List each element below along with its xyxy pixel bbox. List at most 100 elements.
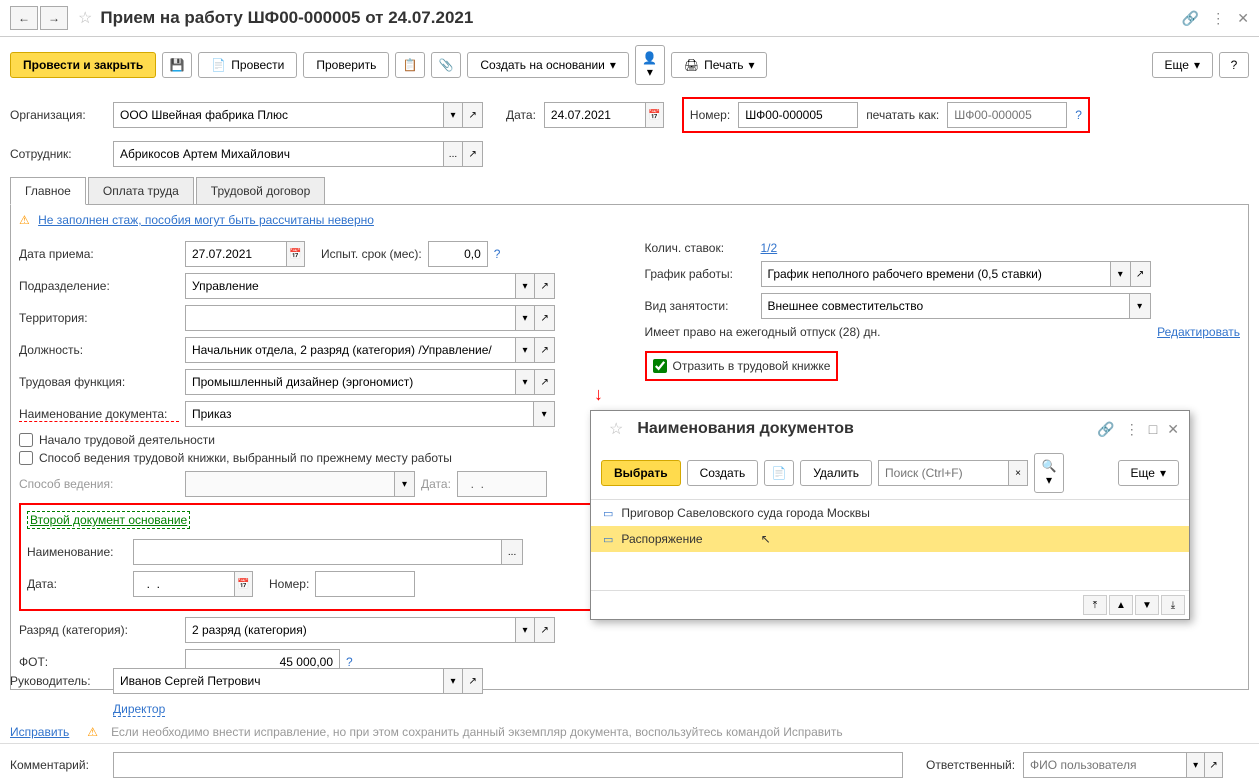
popup-delete-button[interactable]: Удалить: [800, 460, 872, 486]
rank-open-button[interactable]: ↗: [534, 618, 554, 642]
comment-input[interactable]: [114, 753, 902, 777]
rank-dropdown-button[interactable]: ▾: [515, 618, 535, 642]
popup-search-clear-button[interactable]: ×: [1008, 461, 1027, 485]
book-method-checkbox[interactable]: [19, 451, 33, 465]
save-button[interactable]: 💾: [162, 52, 192, 78]
responsible-open-button[interactable]: ↗: [1204, 753, 1222, 777]
tab-contract[interactable]: Трудовой договор: [196, 177, 325, 204]
book-method-label: Способ ведения трудовой книжки, выбранны…: [39, 451, 452, 465]
manager-input[interactable]: [114, 669, 443, 693]
second-name-input[interactable]: [134, 540, 501, 564]
schedule-dropdown-button[interactable]: ▾: [1110, 262, 1130, 286]
scroll-up-button[interactable]: ▲: [1109, 595, 1133, 615]
terr-open-button[interactable]: ↗: [534, 306, 554, 330]
func-input[interactable]: [186, 370, 515, 394]
trial-help-icon[interactable]: ?: [494, 247, 501, 261]
terr-dropdown-button[interactable]: ▾: [515, 306, 535, 330]
warning-link[interactable]: Не заполнен стаж, пособия могут быть рас…: [38, 213, 374, 227]
document-icon: ▭: [603, 533, 613, 546]
responsible-dropdown-button[interactable]: ▾: [1186, 753, 1204, 777]
edit-link[interactable]: Редактировать: [1157, 325, 1240, 339]
date-calendar-button[interactable]: 📅: [645, 103, 663, 127]
back-button[interactable]: ←: [10, 6, 38, 30]
popup-select-button[interactable]: Выбрать: [601, 460, 681, 486]
manager-open-button[interactable]: ↗: [462, 669, 482, 693]
hire-date-calendar-button[interactable]: 📅: [286, 242, 304, 266]
employment-input[interactable]: [762, 294, 1129, 318]
number-input[interactable]: [739, 103, 857, 127]
popup-close-icon[interactable]: ✕: [1167, 421, 1179, 438]
popup-more-button[interactable]: Еще ▾: [1118, 460, 1179, 486]
start-activity-checkbox[interactable]: [19, 433, 33, 447]
schedule-open-button[interactable]: ↗: [1130, 262, 1150, 286]
dept-dropdown-button[interactable]: ▾: [515, 274, 535, 298]
list-button[interactable]: 📋: [395, 52, 425, 78]
doc-name-dropdown-button[interactable]: ▾: [533, 402, 554, 426]
position-open-button[interactable]: ↗: [534, 338, 554, 362]
rank-input[interactable]: [186, 618, 515, 642]
popup-favorite-icon[interactable]: ☆: [609, 419, 623, 439]
scroll-top-button[interactable]: ⤒: [1083, 595, 1107, 615]
employee-select-button[interactable]: ...: [443, 142, 463, 166]
dept-input[interactable]: [186, 274, 515, 298]
list-item[interactable]: ▭ Распоряжение ↖: [591, 526, 1189, 552]
second-name-select-button[interactable]: ...: [501, 540, 522, 564]
popup-search-button[interactable]: 🔍 ▾: [1034, 453, 1064, 493]
schedule-input[interactable]: [762, 262, 1110, 286]
favorite-icon[interactable]: ☆: [78, 8, 92, 28]
correct-link[interactable]: Исправить: [10, 725, 69, 739]
second-date-calendar-button[interactable]: 📅: [234, 572, 252, 596]
manager-dropdown-button[interactable]: ▾: [443, 669, 463, 693]
print-as-input[interactable]: [948, 103, 1066, 127]
trial-input[interactable]: [429, 242, 487, 266]
employee-input[interactable]: [114, 142, 443, 166]
date-input[interactable]: [545, 103, 645, 127]
menu-icon[interactable]: ⋮: [1211, 10, 1225, 27]
func-open-button[interactable]: ↗: [534, 370, 554, 394]
position-input[interactable]: [186, 338, 515, 362]
terr-input[interactable]: [186, 306, 515, 330]
second-date-input[interactable]: [134, 572, 234, 596]
org-open-button[interactable]: ↗: [462, 103, 482, 127]
popup-copy-button[interactable]: 📄: [764, 460, 794, 486]
popup-search-input[interactable]: [879, 461, 1008, 485]
popup-menu-icon[interactable]: ⋮: [1125, 421, 1139, 438]
func-dropdown-button[interactable]: ▾: [515, 370, 535, 394]
employment-dropdown-button[interactable]: ▾: [1129, 294, 1150, 318]
employee-open-button[interactable]: ↗: [462, 142, 482, 166]
close-icon[interactable]: ✕: [1237, 10, 1249, 27]
popup-link-icon[interactable]: 🔗: [1097, 421, 1114, 438]
profile-button[interactable]: 👤 ▾: [635, 45, 665, 85]
print-button[interactable]: 🖨 Печать ▾: [671, 52, 768, 78]
rates-link[interactable]: 1/2: [761, 241, 778, 255]
popup-maximize-icon[interactable]: □: [1149, 421, 1157, 437]
tab-payment[interactable]: Оплата труда: [88, 177, 194, 204]
second-num-input[interactable]: [316, 572, 414, 596]
tab-main[interactable]: Главное: [10, 177, 86, 205]
second-doc-title[interactable]: Второй документ основание: [27, 511, 190, 529]
org-dropdown-button[interactable]: ▾: [443, 103, 463, 127]
position-dropdown-button[interactable]: ▾: [515, 338, 535, 362]
post-button[interactable]: 📄 Провести: [198, 52, 297, 78]
doc-name-input[interactable]: [186, 402, 533, 426]
responsible-input[interactable]: [1024, 753, 1186, 777]
hire-date-input[interactable]: [186, 242, 286, 266]
create-based-button[interactable]: Создать на основании ▾: [467, 52, 629, 78]
number-help-icon[interactable]: ?: [1075, 108, 1082, 122]
org-input[interactable]: [114, 103, 443, 127]
manager-role-link[interactable]: Директор: [113, 702, 165, 717]
reflect-book-checkbox[interactable]: [653, 359, 667, 373]
scroll-bottom-button[interactable]: ⤓: [1161, 595, 1185, 615]
help-button[interactable]: ?: [1219, 52, 1249, 78]
post-close-button[interactable]: Провести и закрыть: [10, 52, 156, 78]
forward-button[interactable]: →: [40, 6, 68, 30]
link-icon[interactable]: 🔗: [1182, 10, 1199, 27]
popup-create-button[interactable]: Создать: [687, 460, 759, 486]
dept-open-button[interactable]: ↗: [534, 274, 554, 298]
doc-name-label: Наименование документа:: [19, 407, 179, 422]
more-button[interactable]: Еще ▾: [1152, 52, 1213, 78]
list-item[interactable]: ▭ Приговор Савеловского суда города Моск…: [591, 500, 1189, 526]
check-button[interactable]: Проверить: [303, 52, 389, 78]
scroll-down-button[interactable]: ▼: [1135, 595, 1159, 615]
attach-button[interactable]: 📎: [431, 52, 461, 78]
